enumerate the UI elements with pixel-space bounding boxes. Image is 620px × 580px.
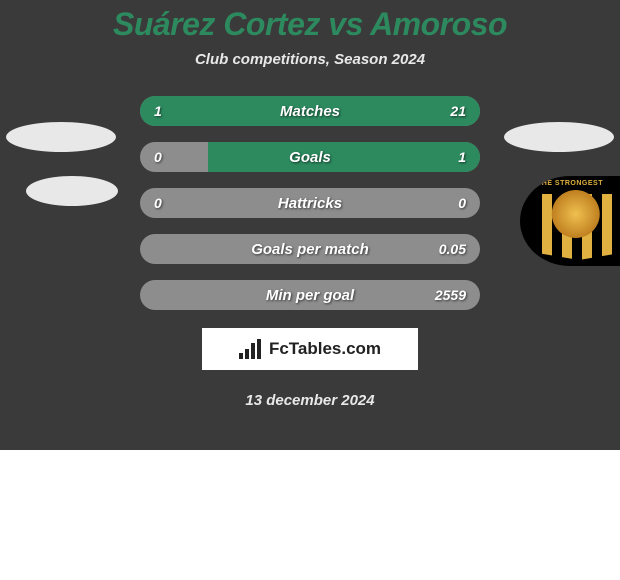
brand-box[interactable]: FcTables.com: [202, 328, 418, 370]
stat-label: Matches: [280, 103, 340, 120]
stat-label: Min per goal: [266, 287, 354, 304]
bar-chart-icon: [239, 339, 263, 359]
stat-value-right: 0.05: [439, 241, 466, 257]
comparison-card: Suárez Cortez vs Amoroso Club competitio…: [0, 0, 620, 450]
stat-row: Goals per match 0.05: [140, 234, 480, 264]
stat-value-right: 1: [458, 149, 466, 165]
stat-value-right: 2559: [435, 287, 466, 303]
stat-row: 1 Matches 21: [140, 96, 480, 126]
brand-text: FcTables.com: [269, 339, 381, 359]
stat-label: Goals per match: [251, 241, 369, 258]
stat-row: 0 Hattricks 0: [140, 188, 480, 218]
stat-segment-right: [208, 142, 480, 172]
stat-row: 0 Goals 1: [140, 142, 480, 172]
subtitle: Club competitions, Season 2024: [0, 51, 620, 68]
stat-segment-left: [140, 96, 155, 126]
stat-label: Goals: [289, 149, 331, 166]
stat-label: Hattricks: [278, 195, 342, 212]
stat-value-left: 1: [154, 103, 162, 119]
stats-rows: 1 Matches 21 0 Goals 1 0 Hattricks 0 Goals per ma…: [0, 96, 620, 310]
stat-row: Min per goal 2559: [140, 280, 480, 310]
stat-value-left: 0: [154, 149, 162, 165]
page-title: Suárez Cortez vs Amoroso: [0, 6, 620, 43]
stat-value-right: 0: [458, 195, 466, 211]
stat-value-right: 21: [450, 103, 466, 119]
footer-date: 13 december 2024: [0, 392, 620, 409]
stat-value-left: 0: [154, 195, 162, 211]
